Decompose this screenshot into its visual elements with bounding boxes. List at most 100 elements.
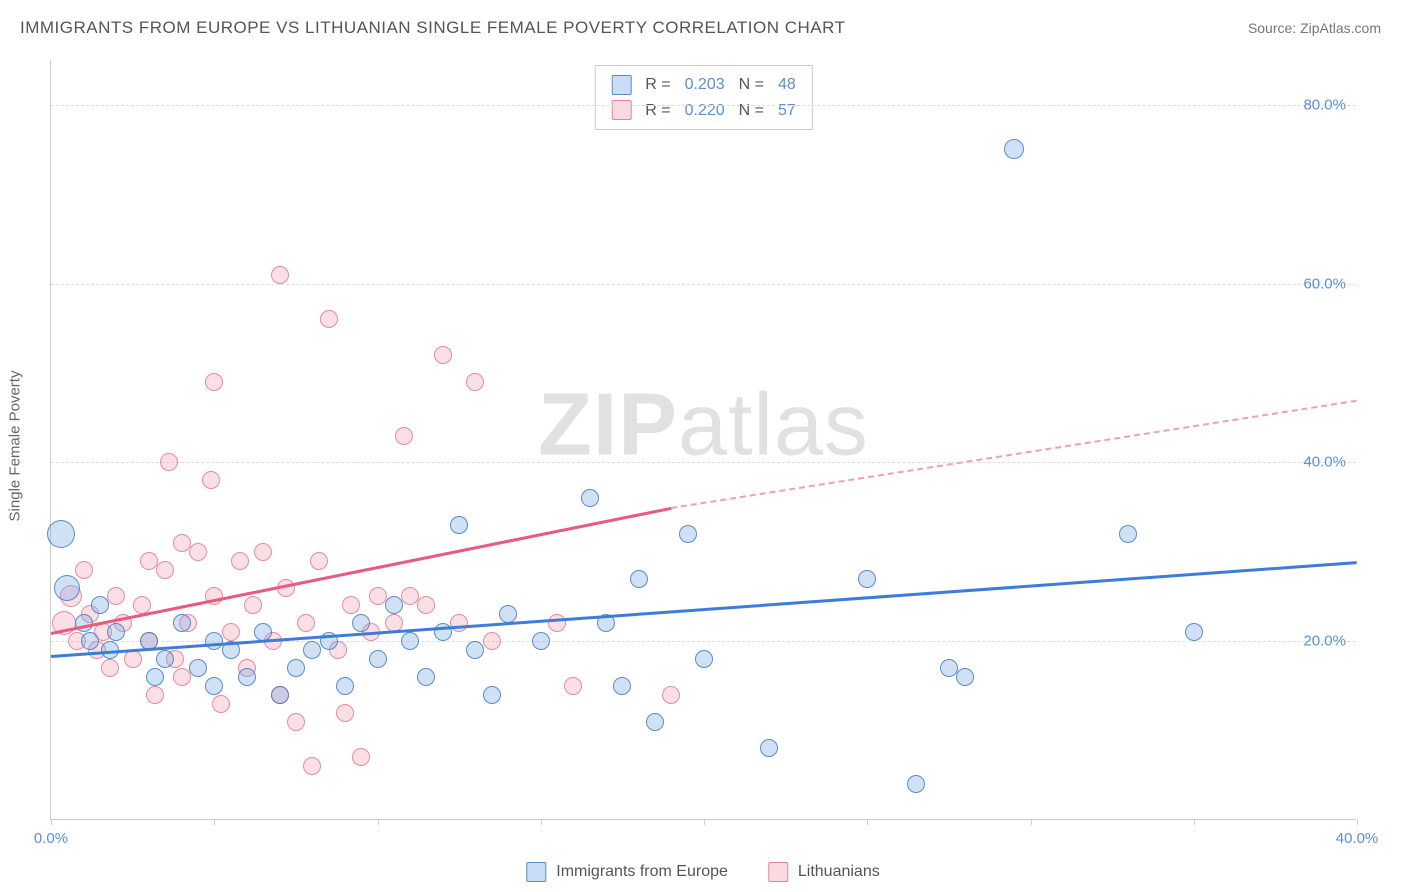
watermark-text: ZIPatlas	[538, 373, 869, 475]
data-point	[254, 543, 272, 561]
x-tick	[51, 819, 52, 825]
data-point	[401, 587, 419, 605]
data-point	[336, 704, 354, 722]
data-point	[205, 632, 223, 650]
chart-title: IMMIGRANTS FROM EUROPE VS LITHUANIAN SIN…	[20, 18, 845, 38]
data-point	[205, 373, 223, 391]
data-point	[287, 713, 305, 731]
data-point	[483, 632, 501, 650]
data-point	[231, 552, 249, 570]
data-point	[173, 614, 191, 632]
data-point	[156, 650, 174, 668]
data-point	[75, 561, 93, 579]
data-point	[212, 695, 230, 713]
data-point	[858, 570, 876, 588]
y-tick-label: 80.0%	[1303, 96, 1346, 113]
data-point	[271, 686, 289, 704]
x-tick	[1194, 819, 1195, 825]
y-axis-title: Single Female Poverty	[7, 371, 24, 522]
y-tick-label: 60.0%	[1303, 275, 1346, 292]
data-point	[124, 650, 142, 668]
data-point	[238, 668, 256, 686]
data-point	[466, 641, 484, 659]
watermark-light: atlas	[678, 374, 869, 473]
swatch-blue-icon	[526, 862, 546, 882]
data-point	[202, 471, 220, 489]
data-point	[189, 543, 207, 561]
data-point	[450, 516, 468, 534]
data-point	[401, 632, 419, 650]
legend: Immigrants from Europe Lithuanians	[526, 862, 879, 882]
data-point	[156, 561, 174, 579]
data-point	[695, 650, 713, 668]
r-value: 0.220	[685, 98, 725, 124]
watermark-bold: ZIP	[538, 374, 678, 473]
data-point	[369, 587, 387, 605]
data-point	[352, 748, 370, 766]
x-tick	[541, 819, 542, 825]
r-label: R =	[645, 98, 670, 124]
n-value: 57	[778, 98, 796, 124]
data-point	[189, 659, 207, 677]
data-point	[532, 632, 550, 650]
data-point	[940, 659, 958, 677]
data-point	[54, 575, 80, 601]
data-point	[160, 453, 178, 471]
data-point	[434, 346, 452, 364]
data-point	[679, 525, 697, 543]
data-point	[101, 659, 119, 677]
data-point	[417, 668, 435, 686]
data-point	[956, 668, 974, 686]
data-point	[81, 632, 99, 650]
data-point	[613, 677, 631, 695]
data-point	[581, 489, 599, 507]
data-point	[336, 677, 354, 695]
stat-row-series1: R = 0.203 N = 48	[611, 72, 796, 98]
data-point	[287, 659, 305, 677]
data-point	[342, 596, 360, 614]
data-point	[91, 596, 109, 614]
r-value: 0.203	[685, 72, 725, 98]
x-tick	[214, 819, 215, 825]
data-point	[483, 686, 501, 704]
data-point	[107, 587, 125, 605]
source-attribution: Source: ZipAtlas.com	[1248, 20, 1381, 36]
data-point	[352, 614, 370, 632]
data-point	[1185, 623, 1203, 641]
n-label: N =	[739, 98, 764, 124]
x-tick	[704, 819, 705, 825]
legend-item-blue: Immigrants from Europe	[526, 862, 728, 882]
y-gridline	[51, 105, 1356, 106]
swatch-pink-icon	[611, 100, 631, 120]
data-point	[564, 677, 582, 695]
data-point	[173, 534, 191, 552]
data-point	[140, 552, 158, 570]
trendline	[671, 400, 1357, 509]
data-point	[907, 775, 925, 793]
swatch-blue-icon	[611, 75, 631, 95]
data-point	[303, 641, 321, 659]
data-point	[369, 650, 387, 668]
x-tick	[1357, 819, 1358, 825]
data-point	[630, 570, 648, 588]
y-tick-label: 20.0%	[1303, 633, 1346, 650]
legend-label: Immigrants from Europe	[556, 863, 728, 881]
data-point	[1004, 139, 1024, 159]
stat-row-series2: R = 0.220 N = 57	[611, 98, 796, 124]
y-tick-label: 40.0%	[1303, 454, 1346, 471]
data-point	[271, 266, 289, 284]
correlation-stats-box: R = 0.203 N = 48 R = 0.220 N = 57	[594, 65, 813, 130]
data-point	[760, 739, 778, 757]
x-tick	[378, 819, 379, 825]
data-point	[1119, 525, 1137, 543]
data-point	[146, 686, 164, 704]
swatch-pink-icon	[768, 862, 788, 882]
x-tick-label: 0.0%	[34, 830, 68, 847]
data-point	[205, 677, 223, 695]
r-label: R =	[645, 72, 670, 98]
chart-plot-area: ZIPatlas R = 0.203 N = 48 R = 0.220 N = …	[50, 60, 1356, 820]
data-point	[466, 373, 484, 391]
n-value: 48	[778, 72, 796, 98]
legend-item-pink: Lithuanians	[768, 862, 880, 882]
y-gridline	[51, 462, 1356, 463]
